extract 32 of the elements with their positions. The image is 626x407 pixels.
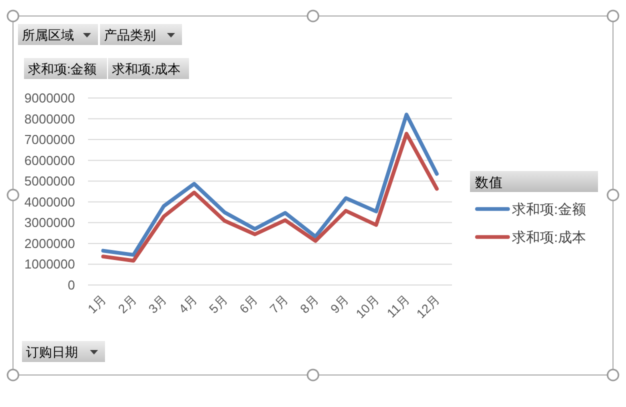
x-tick-label: 12月 xyxy=(414,292,443,322)
text: 求和项:金额 xyxy=(28,62,97,76)
y-tick-label: 6000000 xyxy=(24,152,75,168)
text: 所属区域 xyxy=(22,28,74,42)
line-series xyxy=(101,132,439,263)
x-tick-label: 7月 xyxy=(267,292,292,316)
y-tick-label: 2000000 xyxy=(24,236,75,251)
text: 求和项:成本 xyxy=(112,62,181,76)
legend-label: 求和项:金额 xyxy=(512,201,586,217)
text: 产品类别 xyxy=(104,28,156,42)
x-tick-label: 8月 xyxy=(298,292,322,316)
x-tick-label: 11月 xyxy=(384,292,413,320)
y-tick-label: 0 xyxy=(68,278,75,292)
x-tick-label: 2月 xyxy=(116,292,140,316)
legend-label: 求和项:成本 xyxy=(512,229,586,245)
y-tick-label: 9000000 xyxy=(24,90,75,106)
y-tick-label: 7000000 xyxy=(24,132,75,148)
x-tick-label: 6月 xyxy=(236,292,261,316)
text: 订购日期 xyxy=(26,344,78,360)
line-series xyxy=(101,112,439,257)
y-tick-label: 5000000 xyxy=(24,174,75,189)
x-tick-label: 9月 xyxy=(328,292,352,316)
y-tick-label: 4000000 xyxy=(24,194,75,210)
y-tick-label: 1000000 xyxy=(24,256,75,272)
legend-title: 数值 xyxy=(475,175,503,190)
x-tick-label: 3月 xyxy=(146,292,170,316)
y-tick-label: 3000000 xyxy=(24,215,75,230)
x-tick-label: 10月 xyxy=(353,292,382,322)
x-tick-label: 4月 xyxy=(176,292,200,316)
x-tick-label: 5月 xyxy=(206,292,231,316)
y-tick-label: 8000000 xyxy=(24,111,75,126)
x-tick-label: 1月 xyxy=(85,292,110,316)
